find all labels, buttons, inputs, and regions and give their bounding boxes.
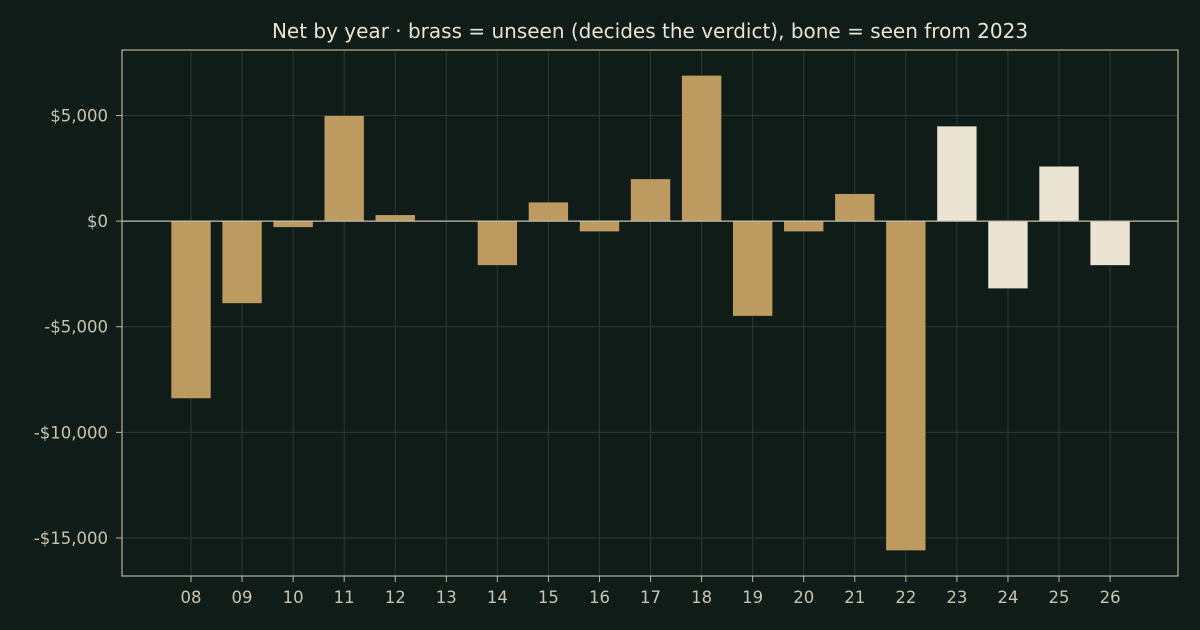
y-tick-label: -$5,000 <box>44 318 108 337</box>
x-tick-label: 11 <box>334 588 355 607</box>
bar-22 <box>885 220 927 551</box>
bar-17 <box>630 178 671 222</box>
x-tick-label: 20 <box>793 588 814 607</box>
bar-16 <box>579 220 620 232</box>
bar-24 <box>987 220 1029 290</box>
bar-08 <box>170 220 212 399</box>
x-tick-label: 18 <box>691 588 712 607</box>
y-tick-label: $0 <box>87 212 108 231</box>
bar-10 <box>272 220 314 228</box>
x-tick-label: 10 <box>283 588 304 607</box>
bar-18 <box>681 75 722 222</box>
x-tick-label: 17 <box>640 588 661 607</box>
bar-12 <box>374 214 416 222</box>
bar-15 <box>528 201 569 222</box>
bar-layer <box>170 75 1131 551</box>
bar-26 <box>1089 220 1131 266</box>
x-tick-label: 09 <box>232 588 253 607</box>
bar-14 <box>477 220 518 266</box>
x-tick-label: 23 <box>946 588 967 607</box>
y-tick-label: $5,000 <box>50 106 108 125</box>
grid-layer <box>122 50 1178 576</box>
bar-21 <box>834 193 876 222</box>
chart-title: Net by year · brass = unseen (decides th… <box>272 19 1028 43</box>
x-tick-label: 13 <box>436 588 457 607</box>
bar-25 <box>1038 165 1080 222</box>
x-tick-label: 24 <box>997 588 1018 607</box>
x-tick-label: 14 <box>487 588 508 607</box>
bar-20 <box>783 220 825 232</box>
bar-09 <box>221 220 263 304</box>
bar-11 <box>323 115 365 222</box>
x-tick-label: 21 <box>844 588 865 607</box>
x-tick-label: 25 <box>1049 588 1070 607</box>
x-tick-label: 16 <box>589 588 610 607</box>
x-tick-label: 15 <box>538 588 559 607</box>
bar-23 <box>936 125 978 222</box>
x-tick-label: 19 <box>742 588 763 607</box>
x-tick-label: 12 <box>385 588 406 607</box>
plot-frame <box>121 49 1179 577</box>
x-tick-label: 22 <box>895 588 916 607</box>
x-tick-label: 08 <box>181 588 202 607</box>
y-tick-label: -$10,000 <box>34 423 108 442</box>
y-tick-label: -$15,000 <box>34 529 108 548</box>
bar-19 <box>732 220 773 317</box>
x-tick-label: 26 <box>1100 588 1121 607</box>
axis-layer: $5,000 $0 -$5,000 -$10,000 -$15,000 08 09 10 11 1… <box>34 106 1178 607</box>
